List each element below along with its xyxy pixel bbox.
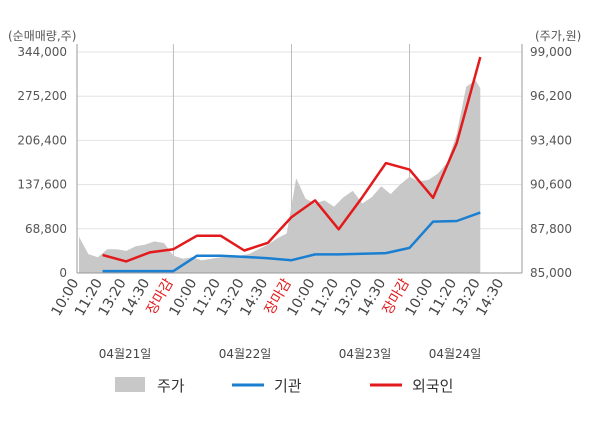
left-axis-title: (순매매량,주) <box>8 29 76 43</box>
legend-label: 기관 <box>274 377 302 395</box>
price-series-layer <box>79 80 481 274</box>
legend-swatch-price <box>115 377 145 392</box>
right-tick-label: 99,000 <box>530 45 572 59</box>
line-series-layer <box>102 56 482 273</box>
date-label: 04월21일 <box>99 347 152 361</box>
right-tick-label: 93,400 <box>530 133 572 147</box>
right-tick-label: 85,000 <box>530 266 572 280</box>
right-tick-label: 87,800 <box>530 222 572 236</box>
legend: 주가 기관 외국인 <box>115 377 453 395</box>
date-label: 04월22일 <box>219 347 272 361</box>
price-area <box>79 80 481 274</box>
x-axis-ticks: 10:0011:2013:2014:30장마감10:0011:2013:2014… <box>48 276 507 319</box>
right-axis-title: (주가,원) <box>535 29 581 43</box>
series-line-foreign <box>102 56 482 263</box>
right-axis-ticks: 85,000 87,800 90,600 93,400 96,200 99,000 <box>530 45 572 280</box>
series-line-institution <box>102 211 481 273</box>
legend-label: 주가 <box>157 377 185 395</box>
left-tick-label: 137,600 <box>17 178 67 192</box>
left-tick-label: 206,400 <box>17 133 67 147</box>
left-axis-ticks: 0 68,800 137,600 206,400 275,200 344,000 <box>17 45 67 280</box>
right-tick-label: 96,200 <box>530 89 572 103</box>
right-tick-label: 90,600 <box>530 178 572 192</box>
legend-label: 외국인 <box>412 377 453 395</box>
left-tick-label: 68,800 <box>25 222 67 236</box>
left-tick-label: 344,000 <box>17 45 67 59</box>
left-tick-label: 0 <box>59 266 67 280</box>
left-tick-label: 275,200 <box>17 89 67 103</box>
date-label: 04월23일 <box>339 347 392 361</box>
axes <box>76 44 523 274</box>
date-labels: 04월21일 04월22일 04월23일 04월24일 <box>99 347 482 361</box>
date-label: 04월24일 <box>429 347 482 361</box>
